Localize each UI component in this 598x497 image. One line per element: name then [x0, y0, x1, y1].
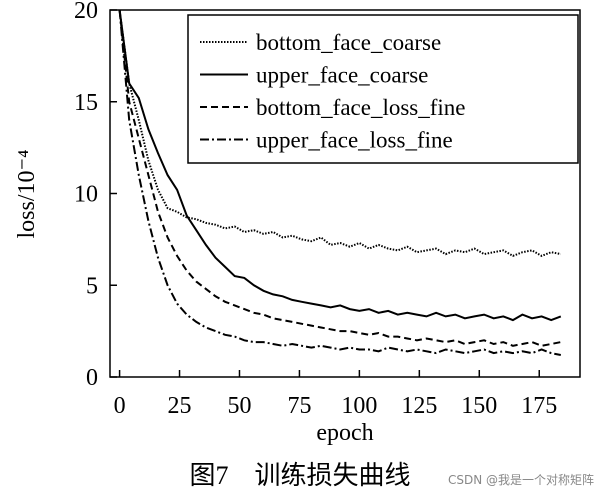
series-line — [118, 10, 561, 258]
series-line — [118, 10, 561, 347]
plot-area — [118, 10, 562, 356]
y-tick-label: 15 — [74, 90, 98, 116]
caption: 图7 训练损失曲线 — [189, 461, 410, 490]
y-axis-label: loss/10⁻⁴ — [14, 149, 40, 238]
x-tick-label: 25 — [168, 393, 192, 419]
x-tick-label: 100 — [341, 393, 377, 419]
x-axis-label: epoch — [316, 420, 373, 446]
legend-box — [187, 14, 579, 164]
x-tick-label: 175 — [521, 393, 557, 419]
x-tick-label: 0 — [114, 393, 126, 419]
x-tick-label: 125 — [401, 393, 437, 419]
y-tick-label: 10 — [74, 182, 98, 208]
series-line — [118, 10, 562, 322]
x-tick-label: 150 — [461, 393, 497, 419]
legend-label: upper_face_loss_fine — [256, 128, 453, 153]
legend-label: bottom_face_loss_fine — [256, 95, 466, 120]
watermark: CSDN @我是一个对称矩阵 — [448, 473, 594, 487]
y-tick-label: 5 — [86, 273, 98, 299]
legend-label: bottom_face_coarse — [256, 30, 441, 55]
x-tick-label: 75 — [287, 393, 311, 419]
x-tick-label: 50 — [227, 393, 251, 419]
y-tick-label: 20 — [74, 0, 98, 24]
legend-label: upper_face_coarse — [256, 63, 428, 88]
y-tick-label: 0 — [86, 365, 98, 391]
series-line — [118, 10, 561, 356]
